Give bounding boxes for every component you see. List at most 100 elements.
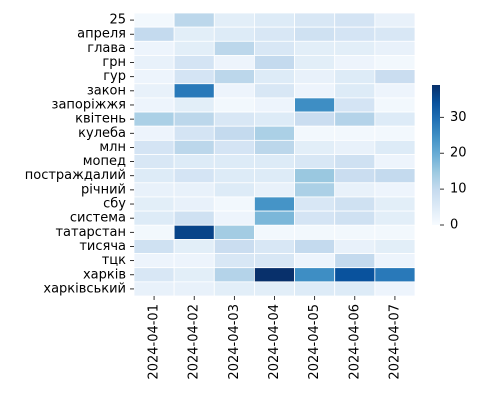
heatmap-cell [254,83,295,99]
heatmap-cell [294,168,336,184]
heatmap-cell [294,69,336,85]
heatmap-cell [374,83,416,99]
heatmap-cell [213,238,255,254]
colorbar-tick-label: 10 [450,182,467,197]
heatmap-cell [334,12,376,28]
heatmap-cell [294,267,336,283]
heatmap-cell [254,253,295,269]
heatmap-cell [213,69,255,85]
heatmap-cell [254,55,295,71]
heatmap-cell [374,97,416,113]
heatmap-cell [294,40,336,56]
heatmap-cell [133,210,175,226]
heatmap-cell [334,40,376,56]
heatmap-cell [334,111,376,127]
heatmap-cell [334,97,376,113]
heatmap-cell [213,267,255,283]
heatmap-cell [334,154,376,170]
heatmap-cell [374,139,416,155]
heatmap-cell [173,196,215,212]
heatmap-cell [254,196,295,212]
heatmap-cell [133,55,175,71]
heatmap-cell [374,182,416,198]
heatmap-cell [133,182,175,198]
heatmap-cell [254,12,295,28]
heatmap-cell [173,267,215,283]
x-tick-label: 2024-04-04 [267,304,282,380]
heatmap-cell [374,12,416,28]
heatmap-cell [173,168,215,184]
heatmap-cell [213,111,255,127]
heatmap-cell [254,97,295,113]
heatmap-cell [334,168,376,184]
colorbar-gradient [432,85,440,225]
heatmap-cell [374,196,416,212]
heatmap-cell [213,168,255,184]
x-tick-label: 2024-04-03 [227,304,242,380]
heatmap-cell [213,139,255,155]
heatmap-cell [133,196,175,212]
heatmap-cell [374,26,416,42]
heatmap-cell [133,267,175,283]
y-tick-label: грн [102,55,126,70]
colorbar-tick-label: 20 [450,146,467,161]
heatmap-cell [173,210,215,226]
x-tick-label: 2024-04-02 [187,304,202,380]
colorbar-tick-label: 30 [450,110,467,125]
heatmap-cell [254,69,295,85]
heatmap-cell [294,196,336,212]
heatmap-cell [374,40,416,56]
heatmap-cell [334,224,376,240]
x-axis: 2024-04-01 2024-04-02 2024-04-03 2024-04-04… [147,296,402,380]
heatmap-cell [133,168,175,184]
heatmap-cell [334,83,376,99]
x-tick-label: 2024-04-06 [347,304,362,380]
heatmap-cell [294,111,336,127]
heatmap-cell [213,55,255,71]
heatmap-cell [374,125,416,141]
heatmap-cell [374,281,416,297]
y-tick-label: татарстан [55,225,126,240]
y-tick-label: мопед [83,154,126,169]
heatmap-cell [133,97,175,113]
y-tick-label: закон [87,83,126,98]
heatmap-cell [213,125,255,141]
heatmap-cell [173,83,215,99]
heatmap-cell [173,154,215,170]
heatmap-cell [374,224,416,240]
heatmap-cell [374,238,416,254]
heatmap-cell [294,55,336,71]
heatmap-cell [173,253,215,269]
heatmap-cell [133,12,175,28]
heatmap-cell [254,238,295,254]
heatmap-cell [334,69,376,85]
heatmap-cell [213,224,255,240]
heatmap-cell [133,281,175,297]
heatmap-cell [294,253,336,269]
y-tick-label: постраждалий [25,168,126,183]
heatmap-cell [254,267,295,283]
x-tick-label: 2024-04-01 [147,304,162,380]
heatmap-cell [254,139,295,155]
y-tick-label: 25 [109,13,126,28]
heatmap-cell [173,238,215,254]
heatmap-cell [133,83,175,99]
heatmap-cell [294,238,336,254]
heatmap-cell [334,267,376,283]
heatmap-cell [133,224,175,240]
heatmap-cell [173,224,215,240]
heatmap-cell [294,224,336,240]
heatmap-cell [213,182,255,198]
heatmap-cell [213,154,255,170]
heatmap-cell [374,168,416,184]
heatmap-cell [173,26,215,42]
heatmap-cell [173,125,215,141]
heatmap-cell [334,125,376,141]
heatmap-cells [133,12,416,297]
heatmap-cell [294,97,336,113]
y-tick-label: запоріжжя [52,97,126,112]
colorbar-tick-label: 0 [450,218,458,233]
heatmap-cell [133,253,175,269]
heatmap-cell [213,26,255,42]
heatmap-cell [374,154,416,170]
